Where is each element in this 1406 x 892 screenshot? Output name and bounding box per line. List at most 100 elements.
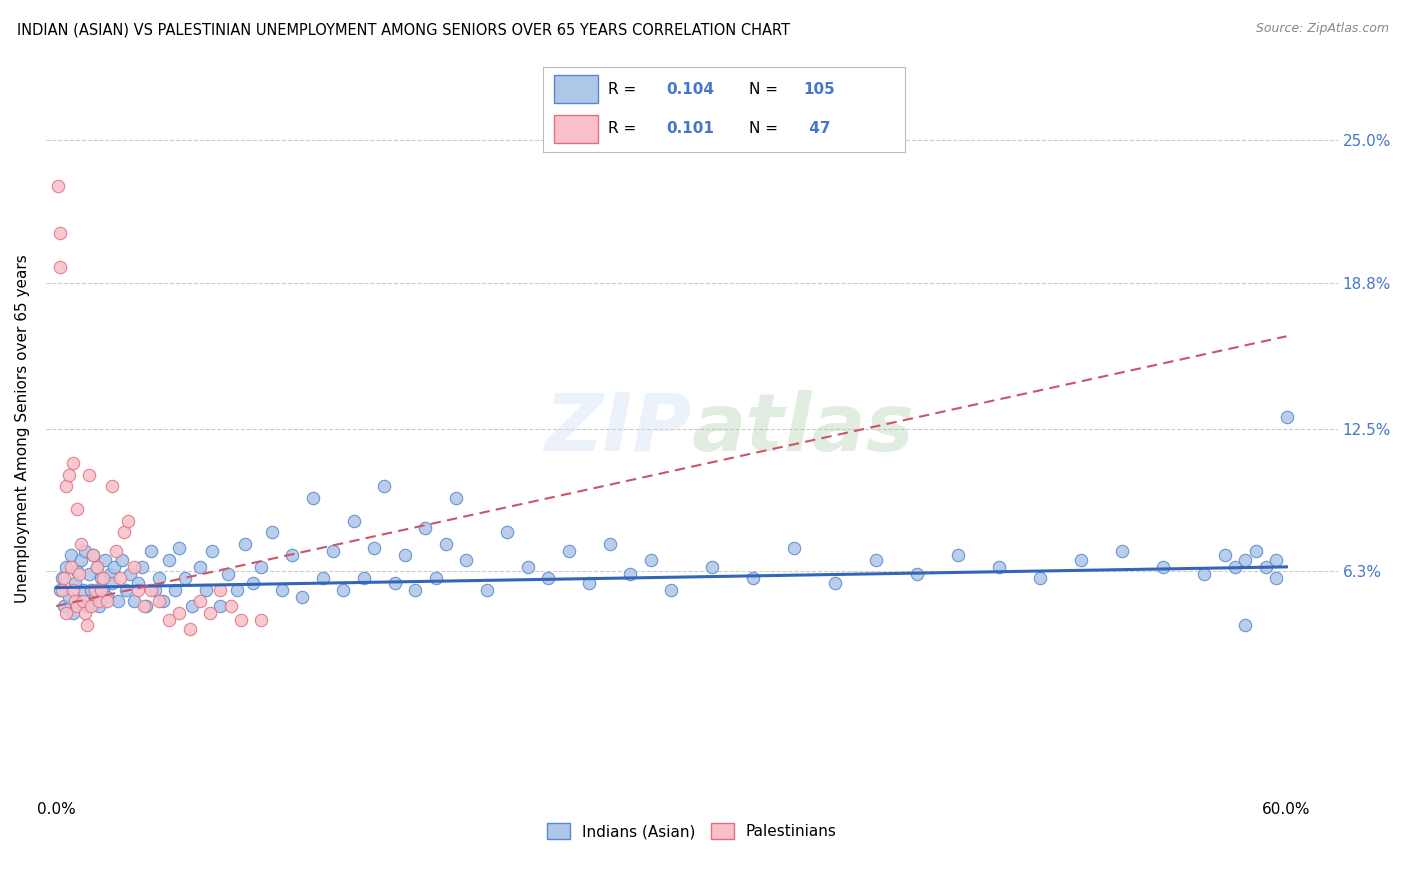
Point [62,606,84,620]
Point [148,571,170,585]
Point [55,479,77,493]
Point [76,617,98,632]
Point [49,260,72,274]
Point [1153,560,1175,574]
Point [659,582,682,597]
Point [63,576,86,591]
Point [93,571,115,585]
Point [157,553,180,567]
Point [104,543,127,558]
Point [948,549,970,563]
Legend: Indians (Asian), Palestinians: Indians (Asian), Palestinians [541,817,842,845]
Point [640,553,662,567]
Point [425,571,447,585]
Point [1254,560,1277,574]
Point [76,599,98,613]
Point [90,571,112,585]
Point [229,613,252,627]
Point [55,560,77,574]
Point [89,594,111,608]
Point [322,543,344,558]
Point [332,582,354,597]
Point [58,467,80,482]
Point [100,576,122,591]
Point [201,543,224,558]
Point [988,560,1011,574]
Point [94,553,117,567]
Point [188,560,211,574]
Point [394,549,416,563]
Point [209,599,232,613]
Point [77,467,100,482]
Point [188,594,211,608]
Point [496,525,519,540]
Point [516,560,538,574]
Point [219,599,242,613]
Point [148,594,170,608]
Point [135,599,157,613]
Point [139,582,162,597]
Point [270,582,292,597]
Point [51,582,73,597]
Point [456,553,478,567]
Point [139,543,162,558]
Point [742,571,765,585]
Point [404,582,426,597]
Point [312,571,335,585]
Point [384,576,406,591]
Point [59,560,82,574]
Point [413,521,436,535]
Point [82,549,104,563]
Text: atlas: atlas [692,390,915,467]
Point [82,549,104,563]
Point [233,537,256,551]
Point [69,537,91,551]
Point [55,606,77,620]
Point [865,553,887,567]
Point [907,566,929,581]
Point [1225,560,1247,574]
Y-axis label: Unemployment Among Seniors over 65 years: Unemployment Among Seniors over 65 years [15,254,30,603]
Point [373,479,395,493]
Point [180,599,202,613]
Point [1029,571,1052,585]
Point [599,537,621,551]
Point [1234,553,1257,567]
Point [225,582,247,597]
Point [100,479,122,493]
Point [63,594,86,608]
Point [127,582,149,597]
Point [122,560,145,574]
Point [824,576,846,591]
Point [353,571,375,585]
Point [131,560,153,574]
Text: INDIAN (ASIAN) VS PALESTINIAN UNEMPLOYMENT AMONG SENIORS OVER 65 YEARS CORRELATI: INDIAN (ASIAN) VS PALESTINIAN UNEMPLOYME… [17,22,790,37]
Point [59,549,82,563]
Point [93,582,115,597]
Point [558,543,581,558]
Point [111,553,134,567]
Point [89,599,111,613]
Point [66,599,89,613]
Point [58,590,80,604]
Point [86,560,108,574]
Point [1265,553,1288,567]
Point [72,594,94,608]
Point [250,613,273,627]
Point [578,576,600,591]
Point [80,582,103,597]
Point [118,566,141,581]
Point [134,599,156,613]
Point [291,590,314,604]
Point [198,606,221,620]
Point [98,566,121,581]
Point [444,491,467,505]
Point [73,606,96,620]
Point [72,582,94,597]
Point [69,553,91,567]
Point [115,582,138,597]
Point [53,599,76,613]
Text: Source: ZipAtlas.com: Source: ZipAtlas.com [1256,22,1389,36]
Point [53,571,76,585]
Point [80,599,103,613]
